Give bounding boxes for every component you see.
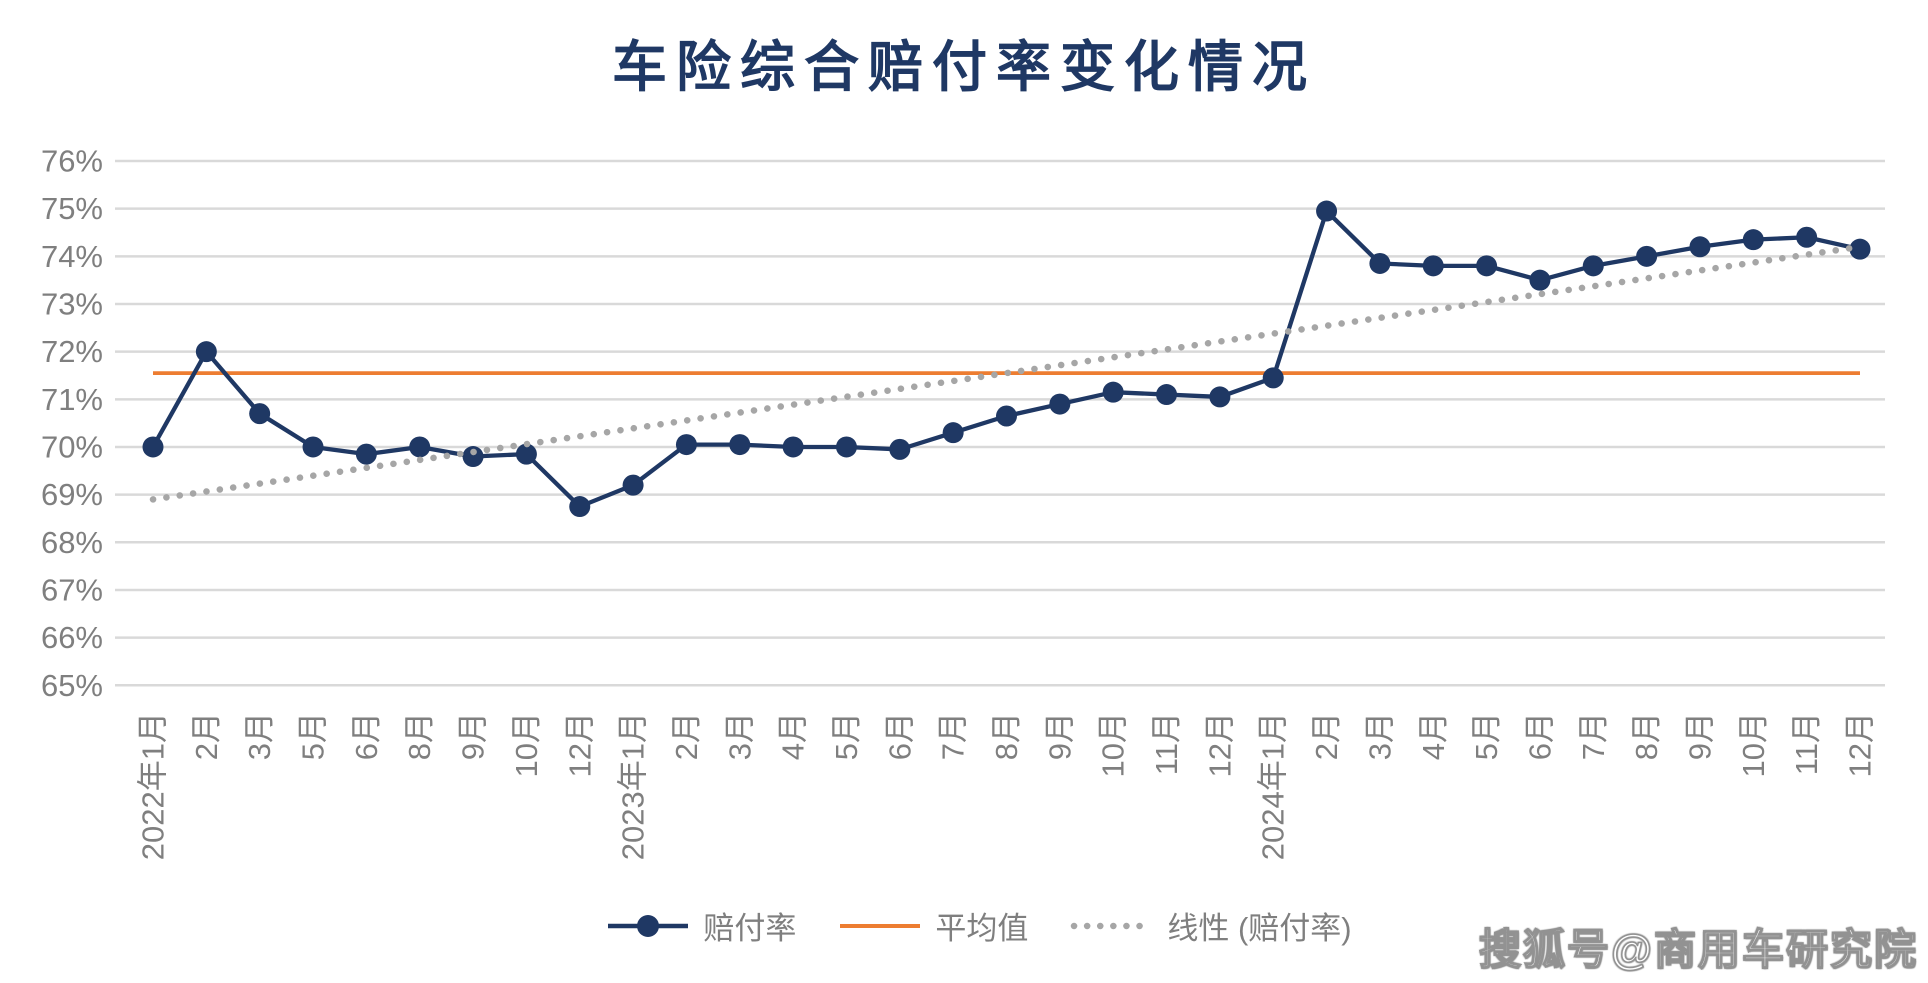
x-axis-tick-label: 6月 [349,712,384,760]
x-axis-tick-label: 7月 [1576,712,1611,760]
legend-item-average: 平均值 [838,903,1028,948]
watermark: 搜狐号@商用车研究院 [1478,925,1918,974]
chart-legend: 赔付率 平均值 线性 (赔付率) [0,903,1928,948]
data-point [1049,393,1071,415]
trend-line [149,243,1864,503]
x-axis-tick-label: 12月 [1843,712,1878,777]
data-point [195,341,217,363]
data-point [996,405,1017,427]
x-axis-tick-label: 3月 [722,712,757,760]
data-point [302,436,324,458]
y-axis-tick-label: 67% [41,572,103,607]
y-axis-tick-label: 65% [41,668,103,703]
x-axis-tick-label: 7月 [936,712,971,760]
data-point [1636,245,1658,267]
chart-title: 车险综合赔付率变化情况 [611,36,1316,98]
y-axis-tick-label: 72% [41,334,103,369]
x-axis-tick-label: 8月 [989,712,1024,760]
x-axis-tick-label: 2月 [189,712,224,760]
x-axis-tick-label: 9月 [1042,712,1077,760]
series-line [151,208,1861,509]
y-axis-tick-label: 69% [41,477,103,512]
data-point [729,434,751,456]
x-axis-tick-label: 5月 [296,712,331,760]
line-marker-swatch-icon [608,914,689,937]
data-point [1316,200,1338,222]
data-point [889,438,911,460]
legend-label: 平均值 [935,911,1029,946]
data-point [515,443,537,465]
data-point [1262,367,1284,389]
x-axis-tick-label: 3月 [242,712,277,760]
data-point [1102,381,1124,403]
x-axis-tick-label: 8月 [1629,712,1664,760]
x-axis-tick-label: 8月 [402,712,437,760]
data-point [355,443,377,465]
data-point [782,436,804,458]
data-point [942,422,964,444]
data-point [1742,229,1764,251]
y-axis-tick-label: 71% [41,382,103,417]
legend-label: 赔付率 [703,911,797,946]
line-swatch-icon [840,923,921,928]
y-axis-tick-label: 75% [41,191,103,226]
x-axis-tick-label: 11月 [1789,712,1824,775]
x-axis-tick-label: 5月 [1469,712,1504,760]
data-point [462,446,484,468]
y-axis-tick-label: 70% [41,429,103,464]
y-axis-tick-label: 74% [41,239,103,274]
data-point [675,434,697,456]
x-axis-tick-label: 2023年1月 [616,712,651,860]
x-axis-tick-label: 4月 [1416,712,1451,760]
legend-label: 线性 (赔付率) [1167,911,1352,946]
data-point [1689,236,1711,258]
data-point [1476,255,1498,277]
x-axis-tick-label: 6月 [1522,712,1557,760]
x-axis-tick-label: 10月 [1736,712,1771,777]
x-axis-tick-label: 2024年1月 [1256,712,1291,860]
x-axis-tick-label: 10月 [509,712,544,777]
x-axis-tick-label: 2022年1月 [136,712,171,860]
x-axis-tick-label: 4月 [776,712,811,760]
data-point [1209,386,1231,408]
data-point [622,474,644,496]
x-axis-tick-label: 10月 [1096,712,1131,777]
data-point [142,436,164,458]
data-point [1369,252,1391,274]
x-axis-tick-label: 12月 [562,712,597,777]
data-point [1849,238,1871,260]
data-point [835,436,857,458]
y-axis-tick-label: 76% [41,144,103,179]
data-point [1582,255,1604,277]
x-axis-tick-label: 12月 [1202,712,1237,777]
data-point [1422,255,1444,277]
data-point [409,436,431,458]
x-axis-tick-label: 11月 [1149,712,1184,775]
y-axis-tick-label: 68% [41,525,103,560]
x-axis-tick-label: 9月 [1682,712,1717,760]
data-point [1529,269,1551,291]
x-axis-tick-label: 9月 [456,712,491,760]
data-point [249,403,271,425]
x-axis-tick-label: 5月 [829,712,864,760]
dotted-line-swatch-icon [1071,922,1155,929]
data-point [569,496,591,518]
x-axis-tick-label: 2月 [1309,712,1344,760]
data-point [1796,226,1818,248]
x-axis-tick-label: 3月 [1362,712,1397,760]
legend-item-trend: 线性 (赔付率) [1070,903,1352,948]
y-axis-tick-label: 73% [41,286,103,321]
x-axis-tick-label: 6月 [882,712,917,760]
x-axis-tick-label: 2月 [669,712,704,760]
data-point [1156,384,1178,406]
y-axis-tick-label: 66% [41,620,103,655]
legend-item-claims-ratio: 赔付率 [606,903,796,948]
